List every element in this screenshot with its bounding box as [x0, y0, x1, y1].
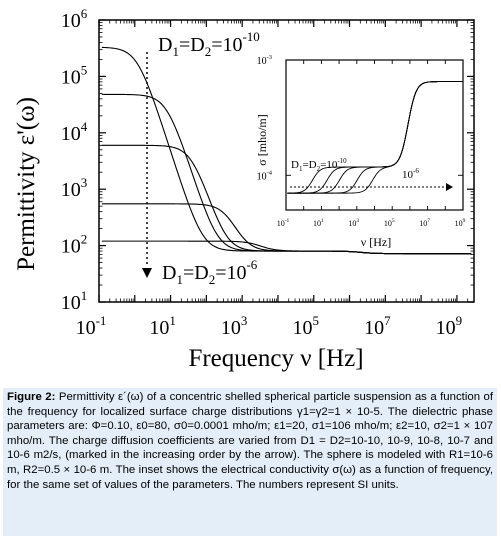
- y-tick-label: 106: [61, 6, 88, 32]
- inset-x-tick-label: 109: [455, 218, 466, 228]
- inset-right-diffusion-label: 10-6: [402, 167, 419, 181]
- x-tick-label: 101: [149, 313, 176, 339]
- inset-x-tick-label: 103: [348, 218, 359, 228]
- permittivity-series-line: [101, 240, 472, 255]
- inset-left-diffusion-label: D1=D2=10-10: [291, 157, 347, 173]
- caption-text: Permittivity ε´(ω) of a concentric shell…: [7, 391, 493, 491]
- inset-x-tick-label: 105: [384, 218, 395, 228]
- y-tick-label: 105: [61, 62, 88, 88]
- x-tick-label: 105: [293, 313, 320, 339]
- inset-tick-labels: 10-1 101 103 105 107 109 10-4 10-3: [257, 54, 466, 228]
- inset-arrow-head: [446, 183, 453, 191]
- bottom-diffusion-label: D1=D2=10-6: [162, 257, 258, 287]
- figure-caption: Figure 2: Permittivity ε´(ω) of a concen…: [3, 388, 497, 536]
- inset-y-tick-label: 10-3: [257, 54, 272, 67]
- main-plot-frame: [98, 19, 475, 303]
- inset-x-tick-label: 10-1: [277, 218, 290, 228]
- y-tick-label: 104: [61, 119, 88, 145]
- inset-y-axis-title: σ [mho/m]: [255, 114, 269, 165]
- inset-series-group: [287, 81, 463, 194]
- main-series-group: [101, 46, 472, 255]
- inset-x-axis-title: ν [Hz]: [361, 235, 391, 249]
- inset-y-tick-label: 10-4: [257, 169, 273, 182]
- y-axis-title: Permittivity ε'(ω): [13, 97, 40, 271]
- x-axis-title: Frequency ν [Hz]: [188, 345, 363, 372]
- x-tick-label: 109: [436, 313, 463, 339]
- inset-x-tick-label: 101: [313, 218, 324, 228]
- x-tick-label: 10-1: [76, 313, 107, 339]
- top-diffusion-label: D1=D2=10-10: [158, 29, 260, 59]
- caption-label: Figure 2:: [7, 391, 56, 403]
- y-tick-label: 102: [61, 232, 88, 258]
- increasing-arrow-head: [142, 268, 152, 278]
- y-tick-label: 103: [61, 175, 88, 201]
- inset-ticks: [285, 59, 464, 210]
- inset-x-tick-label: 107: [419, 218, 430, 228]
- main-ticks: [98, 19, 475, 303]
- inset-background: [281, 58, 466, 218]
- y-tick-label: 101: [61, 288, 88, 314]
- conductivity-series-line: [287, 81, 463, 194]
- x-tick-label: 103: [221, 313, 248, 339]
- x-tick-label: 107: [364, 313, 391, 339]
